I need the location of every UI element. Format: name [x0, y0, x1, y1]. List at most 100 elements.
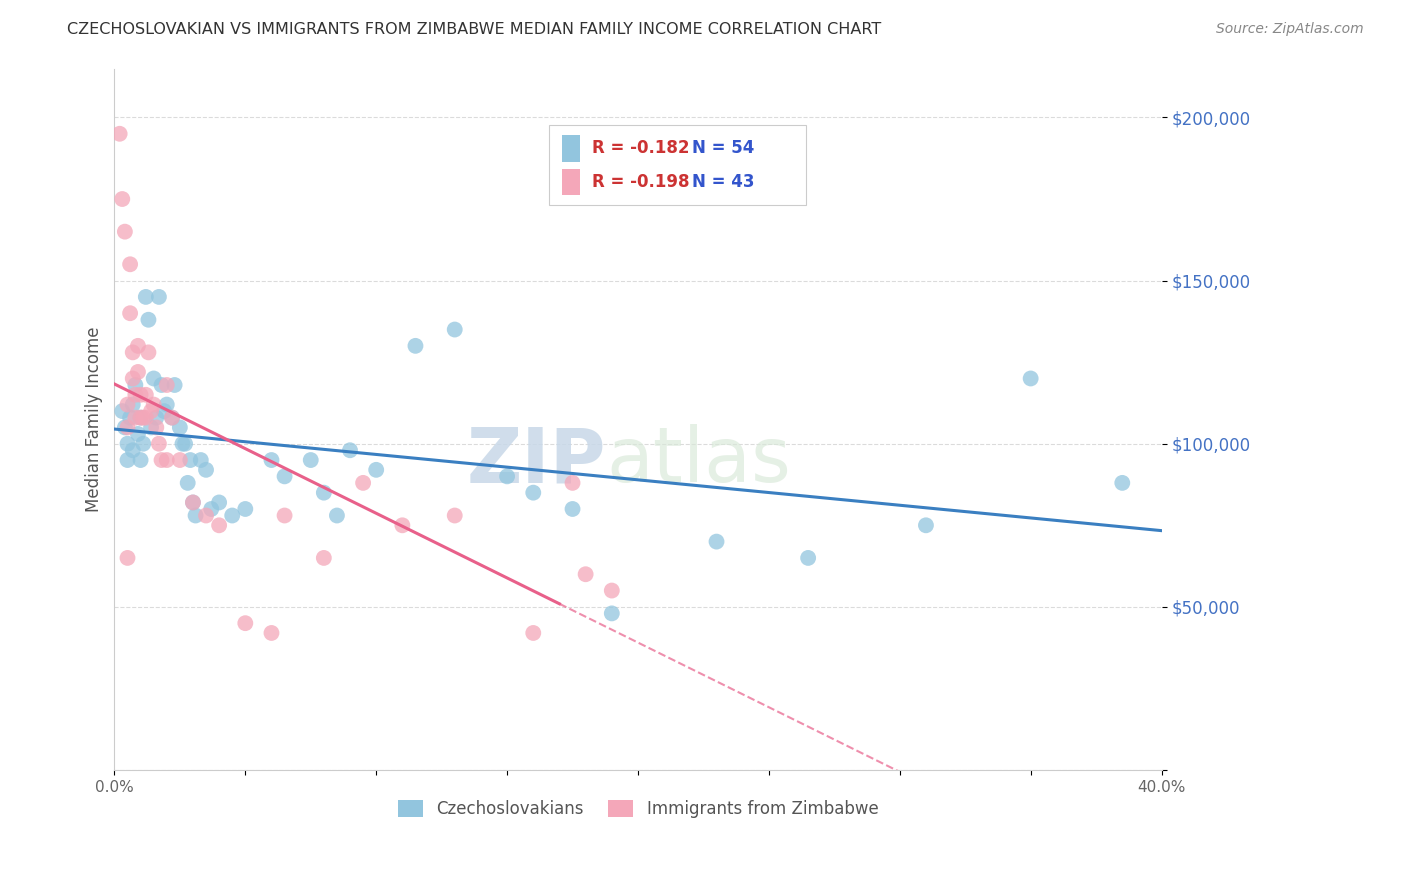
Point	[522, 626, 544, 640]
Point	[352, 475, 374, 490]
Point	[127, 426, 149, 441]
FancyBboxPatch shape	[548, 125, 806, 205]
Point	[522, 485, 544, 500]
Point	[148, 436, 170, 450]
Point	[195, 463, 218, 477]
Point	[221, 508, 243, 523]
Point	[177, 475, 200, 490]
Point	[208, 495, 231, 509]
Point	[915, 518, 938, 533]
Legend: Czechoslovakians, Immigrants from Zimbabwe: Czechoslovakians, Immigrants from Zimbab…	[391, 793, 886, 825]
Text: atlas: atlas	[606, 425, 792, 499]
Point	[404, 339, 426, 353]
Point	[195, 508, 218, 523]
Point	[124, 410, 146, 425]
Point	[561, 502, 583, 516]
Point	[260, 626, 283, 640]
Point	[129, 410, 152, 425]
Point	[139, 404, 162, 418]
Point	[208, 518, 231, 533]
Point	[117, 436, 139, 450]
Point	[200, 502, 222, 516]
Point	[111, 404, 134, 418]
Bar	[561, 136, 579, 161]
Point	[129, 388, 152, 402]
Point	[160, 410, 183, 425]
Point	[312, 485, 335, 500]
Point	[366, 463, 388, 477]
Point	[181, 495, 204, 509]
Point	[120, 306, 142, 320]
Point	[148, 290, 170, 304]
Point	[233, 502, 256, 516]
Point	[233, 616, 256, 631]
Point	[600, 607, 623, 621]
Point	[114, 420, 136, 434]
Point	[145, 410, 167, 425]
Point	[312, 550, 335, 565]
Point	[121, 345, 143, 359]
Point	[135, 410, 157, 425]
Point	[138, 345, 160, 359]
Point	[496, 469, 519, 483]
Text: CZECHOSLOVAKIAN VS IMMIGRANTS FROM ZIMBABWE MEDIAN FAMILY INCOME CORRELATION CHA: CZECHOSLOVAKIAN VS IMMIGRANTS FROM ZIMBA…	[67, 22, 882, 37]
Point	[797, 550, 820, 565]
Point	[117, 420, 139, 434]
Y-axis label: Median Family Income: Median Family Income	[86, 326, 103, 512]
Point	[117, 398, 139, 412]
Point	[706, 534, 728, 549]
Point	[1111, 475, 1133, 490]
Point	[172, 436, 194, 450]
Point	[114, 225, 136, 239]
Point	[150, 453, 173, 467]
Point	[124, 388, 146, 402]
Point	[184, 508, 207, 523]
Point	[575, 567, 598, 582]
Text: N = 54: N = 54	[692, 139, 754, 158]
Point	[561, 475, 583, 490]
Point	[135, 290, 157, 304]
Point	[121, 371, 143, 385]
Text: Source: ZipAtlas.com: Source: ZipAtlas.com	[1216, 22, 1364, 37]
Point	[121, 443, 143, 458]
Point	[153, 404, 176, 418]
Point	[117, 550, 139, 565]
Point	[1019, 371, 1042, 385]
Point	[163, 378, 186, 392]
Point	[117, 453, 139, 467]
Point	[129, 410, 152, 425]
Point	[150, 378, 173, 392]
Point	[132, 436, 155, 450]
Point	[179, 453, 201, 467]
Point	[138, 312, 160, 326]
Point	[273, 508, 295, 523]
Point	[326, 508, 349, 523]
Point	[156, 453, 179, 467]
Point	[260, 453, 283, 467]
Point	[160, 410, 183, 425]
Point	[190, 453, 212, 467]
Point	[145, 420, 167, 434]
Point	[600, 583, 623, 598]
Point	[127, 339, 149, 353]
Point	[120, 257, 142, 271]
Point	[121, 398, 143, 412]
Point	[142, 398, 165, 412]
Point	[299, 453, 322, 467]
Point	[129, 453, 152, 467]
Point	[391, 518, 413, 533]
Point	[181, 495, 204, 509]
Point	[124, 378, 146, 392]
Point	[273, 469, 295, 483]
Text: ZIP: ZIP	[467, 425, 606, 499]
Text: N = 43: N = 43	[692, 173, 755, 191]
Point	[135, 388, 157, 402]
Point	[132, 410, 155, 425]
Bar	[561, 169, 579, 195]
Point	[169, 420, 191, 434]
Point	[142, 371, 165, 385]
Point	[174, 436, 197, 450]
Point	[443, 322, 465, 336]
Point	[127, 365, 149, 379]
Point	[169, 453, 191, 467]
